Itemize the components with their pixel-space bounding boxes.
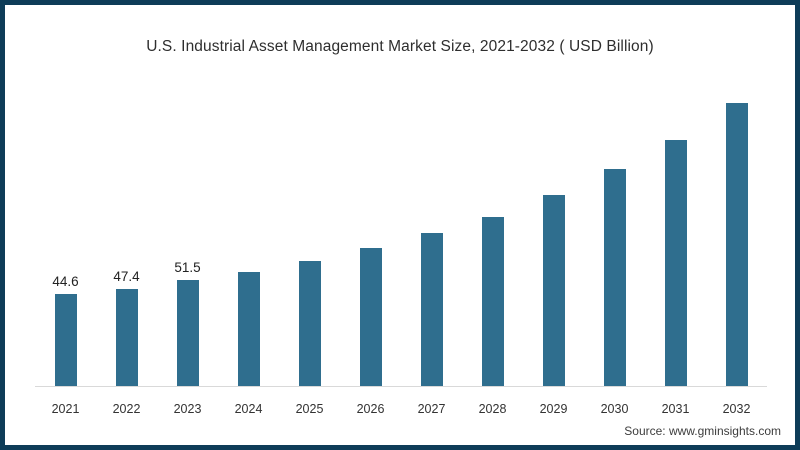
bar bbox=[54, 294, 77, 386]
x-axis-tick-label: 2026 bbox=[356, 402, 385, 416]
x-axis-tick-label: 2030 bbox=[600, 402, 629, 416]
bar bbox=[420, 233, 443, 386]
x-axis-line bbox=[35, 386, 767, 387]
chart-title: U.S. Industrial Asset Management Market … bbox=[146, 38, 654, 55]
bar bbox=[237, 272, 260, 386]
bar-column bbox=[401, 90, 462, 386]
x-axis-tick-label: 2032 bbox=[722, 402, 751, 416]
x-axis-tick-label: 2029 bbox=[539, 402, 568, 416]
x-axis-labels: 2021 2022 2023 2024 2025 2026 2027 2028 2029 2030… bbox=[35, 402, 767, 416]
bar-value-label: 47.4 bbox=[113, 268, 140, 284]
bar bbox=[603, 169, 626, 386]
bar-column bbox=[523, 90, 584, 386]
bar bbox=[542, 195, 565, 386]
bar bbox=[725, 102, 748, 386]
plot-area: 44.6 47.4 51.5 bbox=[35, 90, 767, 386]
bar-column bbox=[218, 90, 279, 386]
bar-column bbox=[462, 90, 523, 386]
x-axis-tick-label: 2028 bbox=[478, 402, 507, 416]
bar bbox=[298, 260, 321, 386]
bar-value-label: 51.5 bbox=[174, 260, 201, 276]
bar-value-label: 44.6 bbox=[52, 274, 79, 290]
bar-column bbox=[645, 90, 706, 386]
bar bbox=[664, 140, 687, 386]
bar-column bbox=[706, 90, 767, 386]
bar bbox=[481, 216, 504, 386]
bar-column: 47.4 bbox=[96, 90, 157, 386]
x-axis-tick-label: 2021 bbox=[51, 402, 80, 416]
x-axis-tick-label: 2025 bbox=[295, 402, 324, 416]
bar bbox=[115, 288, 138, 386]
x-axis-tick-label: 2022 bbox=[112, 402, 141, 416]
bar-column: 51.5 bbox=[157, 90, 218, 386]
x-axis-tick-label: 2031 bbox=[661, 402, 690, 416]
bar bbox=[176, 280, 199, 386]
source-credit: Source: www.gminsights.com bbox=[624, 424, 781, 438]
x-axis-tick-label: 2023 bbox=[173, 402, 202, 416]
bar-column: 44.6 bbox=[35, 90, 96, 386]
bar-column bbox=[279, 90, 340, 386]
bar-column bbox=[340, 90, 401, 386]
bar-column bbox=[584, 90, 645, 386]
bar bbox=[359, 248, 382, 386]
x-axis-tick-label: 2024 bbox=[234, 402, 263, 416]
x-axis-tick-label: 2027 bbox=[417, 402, 446, 416]
